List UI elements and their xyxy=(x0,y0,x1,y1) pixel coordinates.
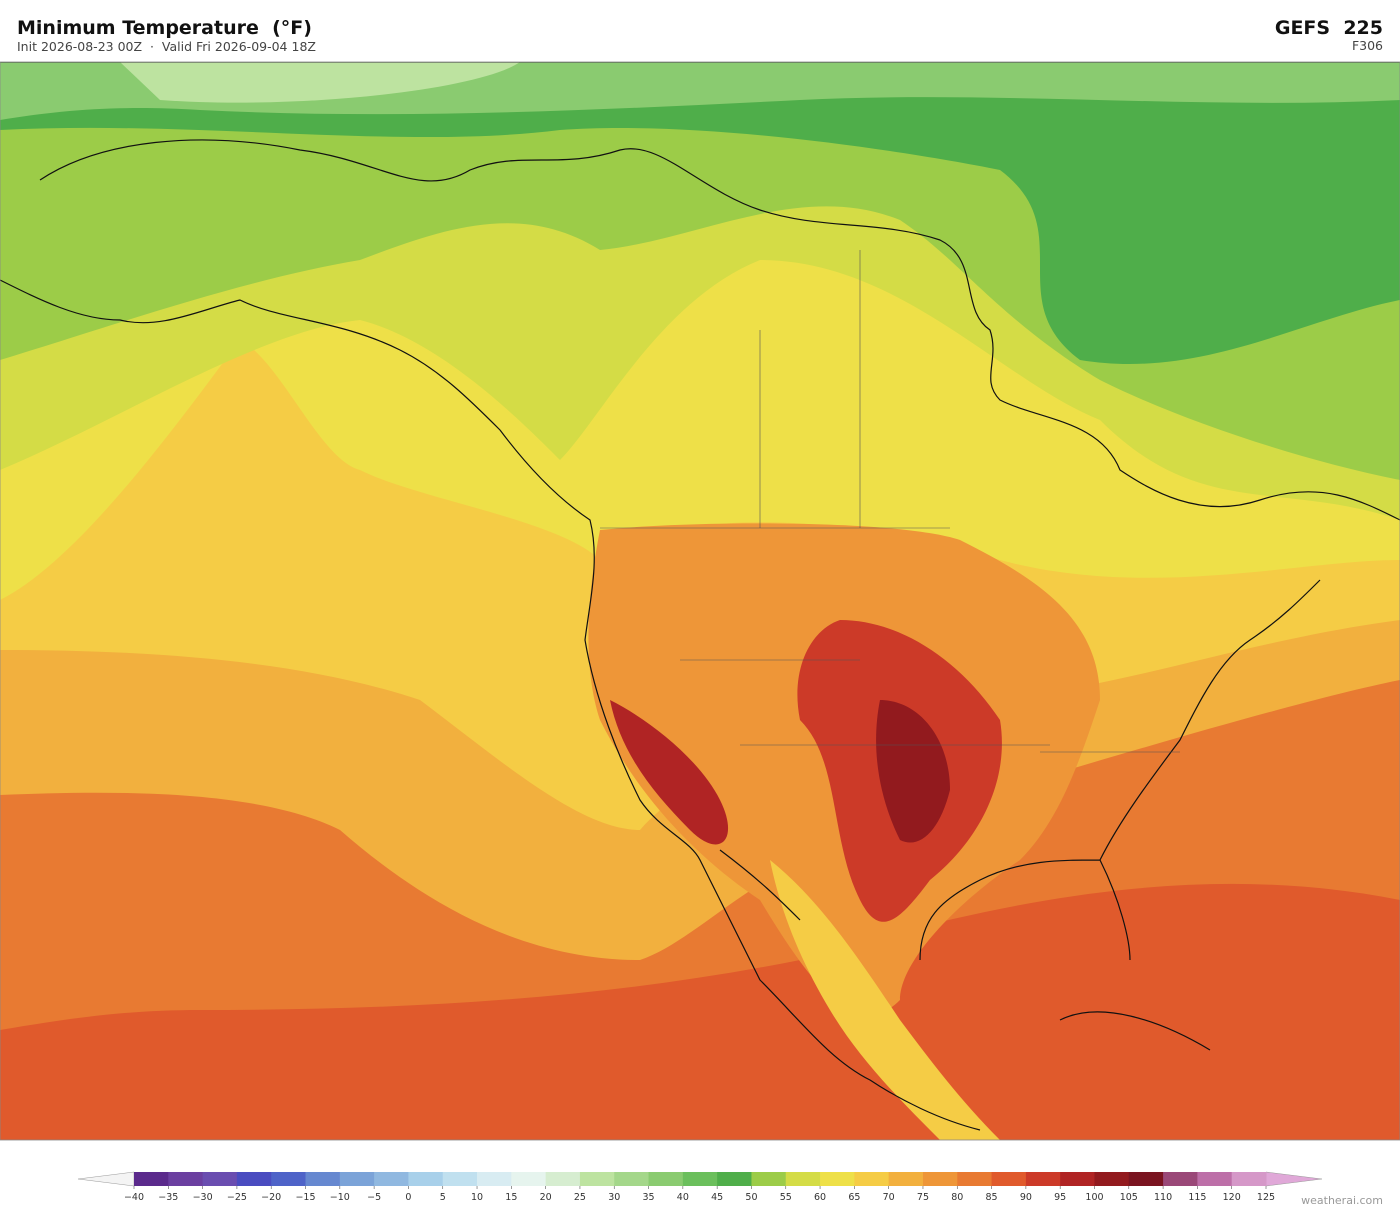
colorbar-tick-label: 115 xyxy=(1188,1192,1206,1203)
colorbar: −40 −35 −30 −25 −20 −15 −10 −5 0 5 10 15 20 25 30 35 40 4… xyxy=(77,1171,1323,1203)
colorbar-bin xyxy=(922,1172,958,1186)
colorbar-tick-label: 85 xyxy=(986,1192,998,1203)
colorbar-bin xyxy=(785,1172,821,1186)
temperature-field xyxy=(0,62,1400,365)
colorbar-bin xyxy=(1231,1172,1267,1186)
colorbar-bin xyxy=(991,1172,1027,1186)
colorbar-bin xyxy=(614,1172,650,1186)
colorbar-bin xyxy=(820,1172,855,1186)
forecast-hour: F306 xyxy=(1352,38,1383,53)
colorbar-tick-label: 95 xyxy=(1054,1192,1066,1203)
colorbar-tick-label: 0 xyxy=(405,1192,411,1203)
colorbar-bin xyxy=(854,1172,890,1186)
watermark: weatherai.com xyxy=(1301,1194,1383,1207)
colorbar-tick-label: 35 xyxy=(642,1192,654,1203)
colorbar-tick-label: 50 xyxy=(745,1192,757,1203)
map xyxy=(0,61,1400,1141)
colorbar-tick-label: 125 xyxy=(1257,1192,1275,1203)
colorbar-tick-label: −40 xyxy=(124,1192,144,1203)
colorbar-bin xyxy=(305,1172,341,1186)
colorbar-bin xyxy=(1060,1172,1095,1186)
colorbar-bin xyxy=(888,1172,924,1186)
colorbar-tick-label: 70 xyxy=(883,1192,895,1203)
colorbar-tick-label: 25 xyxy=(574,1192,586,1203)
colorbar-bin xyxy=(134,1172,169,1186)
colorbar-tick-label: 80 xyxy=(951,1192,963,1203)
colorbar-bin xyxy=(1094,1172,1130,1186)
colorbar-tick-label: −35 xyxy=(158,1192,178,1203)
colorbar-bin xyxy=(408,1172,444,1186)
colorbar-under xyxy=(77,1171,135,1187)
colorbar-bin xyxy=(717,1172,752,1186)
model-label: GEFS 225 xyxy=(1275,17,1383,39)
colorbar-tick-label: 30 xyxy=(608,1192,620,1203)
colorbar-tick-label: 20 xyxy=(540,1192,552,1203)
colorbar-tick-label: 75 xyxy=(917,1192,929,1203)
map-frame xyxy=(0,61,1400,1141)
colorbar-tick-label: 100 xyxy=(1085,1192,1103,1203)
colorbar-bin xyxy=(168,1172,204,1186)
colorbar-bin xyxy=(477,1172,512,1186)
colorbar-bin xyxy=(339,1172,375,1186)
colorbar-bin xyxy=(236,1172,272,1186)
colorbar-bin xyxy=(442,1172,478,1186)
colorbar-tick-label: −15 xyxy=(295,1192,315,1203)
colorbar-tick-label: 5 xyxy=(440,1192,446,1203)
colorbar-tick-label: 90 xyxy=(1020,1192,1032,1203)
colorbar-bin xyxy=(545,1172,581,1186)
colorbar-bin xyxy=(1128,1172,1164,1186)
colorbar-bin xyxy=(682,1172,718,1186)
colorbar-tick-label: 110 xyxy=(1154,1192,1172,1203)
coastline xyxy=(0,62,1400,1131)
colorbar-tick-label: 120 xyxy=(1223,1192,1241,1203)
colorbar-tick-label: 55 xyxy=(780,1192,792,1203)
colorbar-bin xyxy=(511,1172,547,1186)
colorbar-bin xyxy=(648,1172,684,1186)
colorbar-tick-label: 105 xyxy=(1120,1192,1138,1203)
temperature-field xyxy=(120,62,520,103)
colorbar-tick-label: 60 xyxy=(814,1192,826,1203)
colorbar-tick-label: 10 xyxy=(471,1192,483,1203)
colorbar-bin xyxy=(1197,1172,1233,1186)
colorbar-bin xyxy=(202,1172,238,1186)
colorbar-bin xyxy=(374,1172,409,1186)
colorbar-over xyxy=(1265,1171,1323,1187)
colorbar-tick-label: 15 xyxy=(505,1192,517,1203)
colorbar-tick-label: 45 xyxy=(711,1192,723,1203)
colorbar-bin xyxy=(1025,1172,1061,1186)
colorbar-tick-label: −5 xyxy=(367,1192,381,1203)
title: Minimum Temperature (°F) xyxy=(17,17,312,39)
colorbar-tick-label: 65 xyxy=(848,1192,860,1203)
colorbar-tick-label: 40 xyxy=(677,1192,689,1203)
colorbar-bin xyxy=(271,1172,307,1186)
colorbar-bin xyxy=(751,1172,787,1186)
colorbar-bin xyxy=(957,1172,993,1186)
colorbar-bin xyxy=(579,1172,615,1186)
colorbar-bin xyxy=(1163,1172,1198,1186)
temperature-field xyxy=(770,860,1000,1140)
colorbar-tick-label: −10 xyxy=(330,1192,350,1203)
temperature-field xyxy=(876,700,950,843)
subtitle: Init 2026-08-23 00Z · Valid Fri 2026-09-… xyxy=(17,39,316,54)
borders xyxy=(600,250,1180,753)
temperature-field xyxy=(610,700,729,845)
colorbar-tick-label: −25 xyxy=(227,1192,247,1203)
colorbar-tick-label: −20 xyxy=(261,1192,281,1203)
colorbar-tick-label: −30 xyxy=(193,1192,213,1203)
